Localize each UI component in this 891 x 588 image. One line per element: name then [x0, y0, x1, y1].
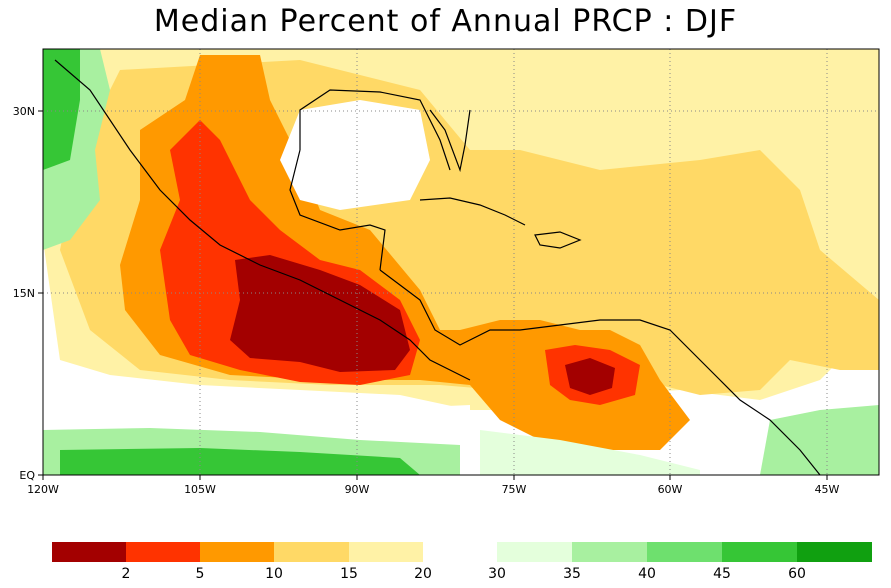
colorbar-label: 60 — [788, 566, 806, 582]
x-tick-label: 60W — [658, 483, 683, 496]
x-tick-label: 45W — [815, 483, 840, 496]
colorbar-swatch — [349, 542, 423, 562]
grid — [43, 49, 879, 475]
precip-region-30-45-atlantic-south — [760, 405, 879, 475]
colorbar-label: 40 — [638, 566, 656, 582]
coastline-hispaniola — [534, 231, 582, 249]
precip-region-white-band — [43, 390, 470, 430]
colorbar-label: 45 — [713, 566, 731, 582]
coastline-florida — [429, 109, 471, 173]
x-tick-label: 90W — [345, 483, 370, 496]
precip-region-white-gulf — [280, 100, 430, 210]
colorbar-swatch — [52, 542, 126, 562]
colorbar-swatch — [647, 542, 722, 562]
colorbar-swatch — [200, 542, 274, 562]
colorbar-swatch — [572, 542, 647, 562]
precip-region-30-45-amazon — [480, 430, 700, 475]
x-tick-label: 75W — [502, 483, 527, 496]
precip-region-45-60-pacific-south — [60, 448, 420, 475]
colorbar-label: 35 — [563, 566, 581, 582]
colorbar-label: 20 — [414, 566, 432, 582]
x-tick-label: 105W — [184, 483, 216, 496]
colorbar: 2 5 10 15 20 30 35 40 45 60 — [52, 542, 872, 582]
colorbar-swatch — [797, 542, 872, 562]
colorbar-swatch — [722, 542, 797, 562]
y-tick-label: 30N — [13, 105, 35, 118]
colorbar-label: 10 — [265, 566, 283, 582]
map-frame — [42, 48, 880, 476]
colorbar-label: 15 — [340, 566, 358, 582]
y-tick-label: EQ — [19, 469, 35, 482]
precip-region-40-60-northwest — [43, 49, 80, 170]
coastline-mexico-pacific — [54, 59, 471, 381]
colorbar-label: 30 — [488, 566, 506, 582]
precip-map — [43, 49, 879, 475]
precip-region-below-2-south-america — [565, 358, 615, 395]
colorbar-swatch — [497, 542, 572, 562]
colorbar-swatch — [274, 542, 349, 562]
coastlines — [54, 59, 821, 475]
coastline-cuba — [419, 197, 526, 226]
coastline-gulf — [289, 89, 451, 271]
tick-marks — [38, 110, 828, 480]
coastline-caribbean — [379, 269, 821, 475]
colorbar-label: 2 — [122, 566, 131, 582]
colorbar-swatch — [126, 542, 200, 562]
map-title: Median Percent of Annual PRCP : DJF — [153, 4, 738, 39]
colorbar-label: 5 — [196, 566, 205, 582]
y-tick-label: 15N — [13, 287, 35, 300]
colorbar-swatches — [52, 542, 872, 562]
precip-region-below-2 — [230, 255, 410, 372]
x-tick-label: 120W — [27, 483, 59, 496]
